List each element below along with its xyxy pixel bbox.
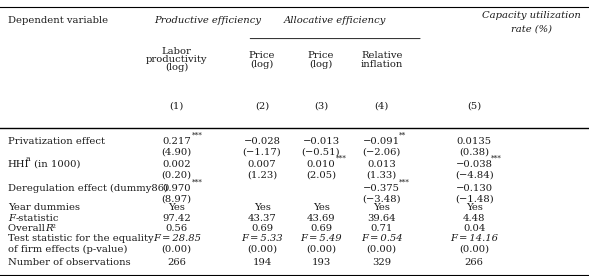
Text: (4.90): (4.90) <box>161 148 192 156</box>
Text: 0.69: 0.69 <box>251 224 273 233</box>
Text: Privatization effect: Privatization effect <box>8 137 105 146</box>
Text: HHI: HHI <box>8 160 29 169</box>
Text: Overall: Overall <box>8 224 48 233</box>
Text: −0.130: −0.130 <box>455 184 493 193</box>
Text: 0.0135: 0.0135 <box>456 137 492 146</box>
Text: (1.33): (1.33) <box>366 170 397 179</box>
Text: 266: 266 <box>167 258 186 267</box>
Text: –: – <box>8 213 12 223</box>
Text: ***: *** <box>336 154 346 162</box>
Text: (5): (5) <box>467 102 481 111</box>
Text: 194: 194 <box>253 258 272 267</box>
Text: (0.00): (0.00) <box>306 245 336 254</box>
Text: 0.002: 0.002 <box>163 160 191 169</box>
Text: −0.038: −0.038 <box>456 160 492 169</box>
Text: Deregulation effect (dummy86): Deregulation effect (dummy86) <box>8 184 168 193</box>
Text: **: ** <box>399 132 406 139</box>
Text: Yes: Yes <box>168 203 185 212</box>
Text: (−4.84): (−4.84) <box>455 170 494 179</box>
Text: (log): (log) <box>165 63 188 72</box>
Text: Yes: Yes <box>373 203 390 212</box>
Text: Price: Price <box>249 51 275 60</box>
Text: (0.00): (0.00) <box>247 245 277 254</box>
Text: -statistic: -statistic <box>15 214 59 222</box>
Text: ***: *** <box>191 178 202 186</box>
Text: 43.37: 43.37 <box>248 214 276 222</box>
Text: (log): (log) <box>250 60 274 70</box>
Text: F: F <box>8 214 15 222</box>
Text: 43.69: 43.69 <box>307 214 335 222</box>
Text: ***: *** <box>491 154 502 162</box>
Text: productivity: productivity <box>146 55 207 64</box>
Text: (8.97): (8.97) <box>161 194 192 203</box>
Text: 0.010: 0.010 <box>307 160 335 169</box>
Text: Dependent variable: Dependent variable <box>8 16 108 25</box>
Text: −0.375: −0.375 <box>363 184 400 193</box>
Text: 0.69: 0.69 <box>310 224 332 233</box>
Text: F = 0.54: F = 0.54 <box>361 234 402 243</box>
Text: Yes: Yes <box>254 203 270 212</box>
Text: 193: 193 <box>312 258 330 267</box>
Text: Year dummies: Year dummies <box>8 203 80 212</box>
Text: (0.38): (0.38) <box>459 148 489 156</box>
Text: (0.20): (0.20) <box>161 170 192 179</box>
Text: F = 28.85: F = 28.85 <box>153 234 201 243</box>
Text: (−3.48): (−3.48) <box>362 194 401 203</box>
Text: Productive efficiency: Productive efficiency <box>154 16 261 25</box>
Text: 0.56: 0.56 <box>166 224 188 233</box>
Text: R: R <box>45 224 52 233</box>
Text: 0.013: 0.013 <box>368 160 396 169</box>
Text: Yes: Yes <box>313 203 329 212</box>
Text: 39.64: 39.64 <box>368 214 396 222</box>
Text: (2.05): (2.05) <box>306 170 336 179</box>
Text: (−1.17): (−1.17) <box>243 148 282 156</box>
Text: −0.091: −0.091 <box>363 137 401 146</box>
Text: rate (%): rate (%) <box>511 25 552 33</box>
Text: Test statistic for the equality: Test statistic for the equality <box>8 234 153 243</box>
Text: 4.48: 4.48 <box>463 214 485 222</box>
Text: F = 5.49: F = 5.49 <box>300 234 342 243</box>
Text: −0.013: −0.013 <box>302 137 340 146</box>
Text: ***: *** <box>191 132 202 139</box>
Text: 97.42: 97.42 <box>163 214 191 222</box>
Text: 266: 266 <box>465 258 484 267</box>
Text: ***: *** <box>399 178 409 186</box>
Text: (0.00): (0.00) <box>366 245 397 254</box>
Text: 0.71: 0.71 <box>370 224 393 233</box>
Text: (1.23): (1.23) <box>247 170 277 179</box>
Text: a: a <box>26 155 31 163</box>
Text: Capacity utilization: Capacity utilization <box>482 11 581 20</box>
Text: F = 14.16: F = 14.16 <box>450 234 498 243</box>
Text: of firm effects (p-value): of firm effects (p-value) <box>8 245 127 254</box>
Text: inflation: inflation <box>360 60 403 69</box>
Text: 0.217: 0.217 <box>163 137 191 146</box>
Text: Yes: Yes <box>466 203 482 212</box>
Text: 0.007: 0.007 <box>248 160 276 169</box>
Text: 329: 329 <box>372 258 391 267</box>
Text: 0.970: 0.970 <box>163 184 191 193</box>
Text: Relative: Relative <box>361 51 402 60</box>
Text: Number of observations: Number of observations <box>8 258 130 267</box>
Text: Price: Price <box>308 51 334 60</box>
Text: ²: ² <box>52 224 56 233</box>
Text: (2): (2) <box>255 102 269 111</box>
Text: (1): (1) <box>170 102 184 111</box>
Text: (−0.51): (−0.51) <box>302 148 340 156</box>
Text: F = 5.33: F = 5.33 <box>241 234 283 243</box>
Text: (3): (3) <box>314 102 328 111</box>
Text: (0.00): (0.00) <box>161 245 192 254</box>
Text: (0.00): (0.00) <box>459 245 489 254</box>
Text: (−2.06): (−2.06) <box>362 148 401 156</box>
Text: (−1.48): (−1.48) <box>455 194 494 203</box>
Text: Allocative efficiency: Allocative efficiency <box>284 16 386 25</box>
Text: −0.028: −0.028 <box>244 137 280 146</box>
Text: (log): (log) <box>309 60 333 70</box>
Text: Labor: Labor <box>162 47 191 55</box>
Text: 0.04: 0.04 <box>463 224 485 233</box>
Text: (4): (4) <box>375 102 389 111</box>
Text: (in 1000): (in 1000) <box>31 160 81 169</box>
